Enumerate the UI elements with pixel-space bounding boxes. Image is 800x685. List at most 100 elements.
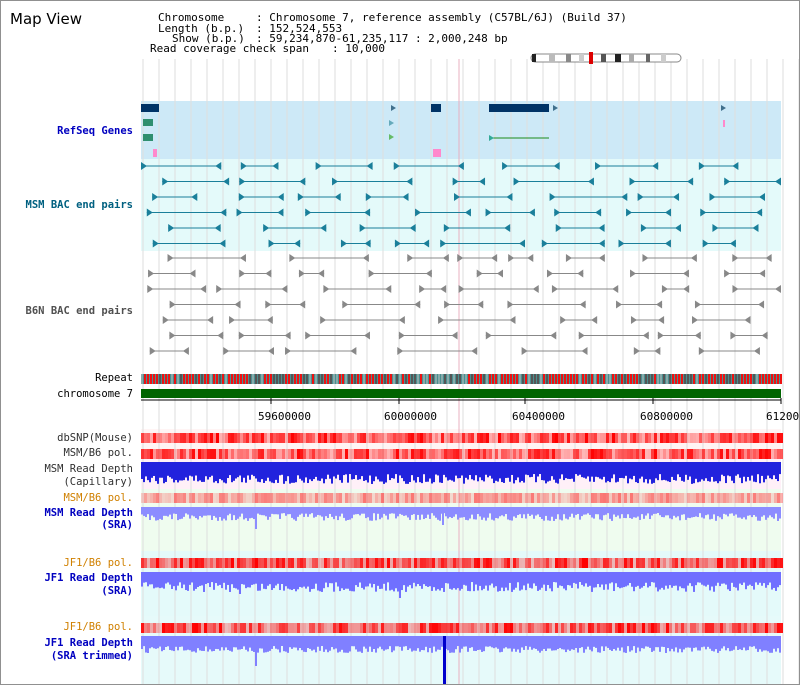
jf1-trimmed-depth-bar	[651, 636, 653, 652]
jf1-b6-pol-2-cell	[594, 623, 597, 633]
msm-b6-pol-2-cell	[579, 493, 582, 503]
msm-b6-pol-cell	[585, 449, 588, 459]
track-label-jf1-depth-sra[interactable]: JF1 Read Depth	[44, 572, 133, 584]
dbsnp-cell	[219, 433, 222, 443]
msm-b6-pol-2-cell	[705, 493, 708, 503]
jf1-sra-depth-bar	[225, 572, 227, 590]
track-label-b6n-bac[interactable]: B6N BAC end pairs	[25, 305, 133, 317]
msm-bac-pair-end	[223, 177, 230, 186]
jf1-trimmed-depth-bar	[181, 636, 183, 647]
dbsnp-cell	[738, 433, 741, 443]
track-label-jf1-depth-sra-sub[interactable]: (SRA)	[101, 585, 133, 597]
msm-bac-pair-end	[752, 224, 759, 232]
msm-sra-depth-bar	[243, 507, 245, 520]
msm-b6-pol-2-cell	[624, 493, 627, 503]
track-label-jf1-depth-trimmed[interactable]: JF1 Read Depth	[44, 637, 133, 649]
msm-sra-depth-bar	[707, 507, 709, 515]
msm-sra-depth-bar-spike	[442, 507, 444, 525]
msm-bac-pair-end	[485, 208, 492, 217]
track-label-chromosome[interactable]: chromosome 7	[57, 388, 133, 400]
repeat-element	[771, 374, 773, 384]
jf1-b6-pol-cell	[504, 558, 507, 568]
jf1-b6-pol-2-cell	[213, 623, 216, 633]
jf1-sra-depth-bar	[237, 572, 239, 590]
dbsnp-cell	[435, 433, 438, 443]
dbsnp-cell	[474, 433, 477, 443]
jf1-sra-depth-bar	[761, 572, 763, 586]
jf1-b6-pol-cell	[639, 558, 642, 568]
msm-bac-pair-end	[729, 239, 736, 248]
jf1-b6-pol-2-cell	[636, 623, 639, 633]
dbsnp-cell	[486, 433, 489, 443]
jf1-b6-pol-2-cell	[387, 623, 390, 633]
capillary-depth-bar	[317, 462, 319, 481]
capillary-depth-bar	[623, 462, 625, 479]
track-label-msm-b6-pol-2[interactable]: MSM/B6 pol.	[63, 492, 133, 504]
msm-b6-pol-2-cell	[153, 493, 156, 503]
track-label-jf1-b6-pol-2[interactable]: JF1/B6 pol.	[63, 621, 133, 633]
capillary-depth-bar	[383, 462, 385, 484]
track-label-msm-depth-sra[interactable]: MSM Read Depth	[44, 507, 133, 519]
dbsnp-cell	[207, 433, 210, 443]
b6n-bac-pair-end	[216, 285, 223, 293]
capillary-depth-bar	[169, 462, 171, 478]
msm-sra-depth-bar	[389, 507, 391, 514]
track-label-jf1-depth-trimmed-sub[interactable]: (SRA trimmed)	[50, 650, 133, 662]
track-label-refseq-genes[interactable]: RefSeq Genes	[57, 125, 133, 137]
dbsnp-cell	[249, 433, 252, 443]
jf1-b6-pol-cell	[222, 558, 225, 568]
dbsnp-cell	[708, 433, 711, 443]
jf1-trimmed-depth-bar	[463, 636, 465, 647]
track-label-dbsnp[interactable]: dbSNP(Mouse)	[57, 432, 133, 444]
track-label-repeat[interactable]: Repeat	[95, 372, 133, 384]
dbsnp-cell	[408, 433, 411, 443]
jf1-b6-pol-cell	[681, 558, 684, 568]
jf1-sra-depth-bar	[429, 572, 431, 587]
dbsnp-cell	[627, 433, 630, 443]
b6n-bac-pair-end	[577, 269, 584, 278]
jf1-trimmed-depth-bar	[257, 636, 259, 653]
msm-b6-pol-cell	[387, 449, 390, 459]
jf1-b6-pol-cell	[171, 558, 174, 568]
track-label-msm-depth-capillary-sub[interactable]: (Capillary)	[63, 476, 133, 488]
b6n-bac-pair-end	[642, 331, 649, 340]
track-label-msm-depth-sra-sub[interactable]: (SRA)	[101, 519, 133, 531]
msm-bac-pair-end	[664, 239, 671, 248]
msm-bac-pair-end	[554, 208, 561, 217]
jf1-b6-pol-2-cell	[501, 623, 504, 633]
jf1-trimmed-depth-bar	[587, 636, 589, 647]
jf1-trimmed-depth-bar	[513, 636, 515, 649]
dbsnp-cell	[552, 433, 555, 443]
msm-b6-pol-2-cell	[735, 493, 738, 503]
jf1-b6-pol-cell	[357, 558, 360, 568]
msm-sra-depth-bar	[153, 507, 155, 518]
repeat-element	[345, 374, 347, 384]
capillary-depth-bar	[351, 462, 353, 480]
jf1-trimmed-depth-bar	[295, 636, 297, 648]
msm-sra-depth-bar	[657, 507, 659, 514]
msm-b6-pol-cell	[477, 449, 480, 459]
track-label-jf1-b6-pol-1[interactable]: JF1/B6 pol.	[63, 557, 133, 569]
jf1-b6-pol-cell	[147, 558, 150, 568]
jf1-trimmed-depth-bar	[637, 636, 639, 648]
jf1-trimmed-depth-bar	[161, 636, 163, 652]
track-label-msm-depth-capillary[interactable]: MSM Read Depth	[44, 463, 133, 475]
repeat-element	[165, 374, 167, 384]
jf1-trimmed-depth-bar	[355, 636, 357, 650]
capillary-depth-bar	[737, 462, 739, 475]
jf1-sra-depth-bar	[251, 572, 253, 585]
msm-b6-pol-2-cell	[489, 493, 492, 503]
jf1-trimmed-depth-bar	[371, 636, 373, 652]
jf1-trimmed-depth-bar	[775, 636, 777, 652]
track-label-msm-bac[interactable]: MSM BAC end pairs	[25, 199, 133, 211]
jf1-b6-pol-2-cell	[192, 623, 195, 633]
dbsnp-cell	[468, 433, 471, 443]
jf1-trimmed-depth-bar	[419, 636, 421, 652]
jf1-trimmed-depth-bar	[565, 636, 567, 653]
msm-sra-depth-bar	[691, 507, 693, 518]
repeat-element	[291, 374, 293, 384]
jf1-trimmed-depth-bar	[515, 636, 517, 652]
msm-b6-pol-cell	[726, 449, 729, 459]
capillary-depth-bar	[347, 462, 349, 483]
track-label-msm-b6-pol-1[interactable]: MSM/B6 pol.	[63, 447, 133, 459]
